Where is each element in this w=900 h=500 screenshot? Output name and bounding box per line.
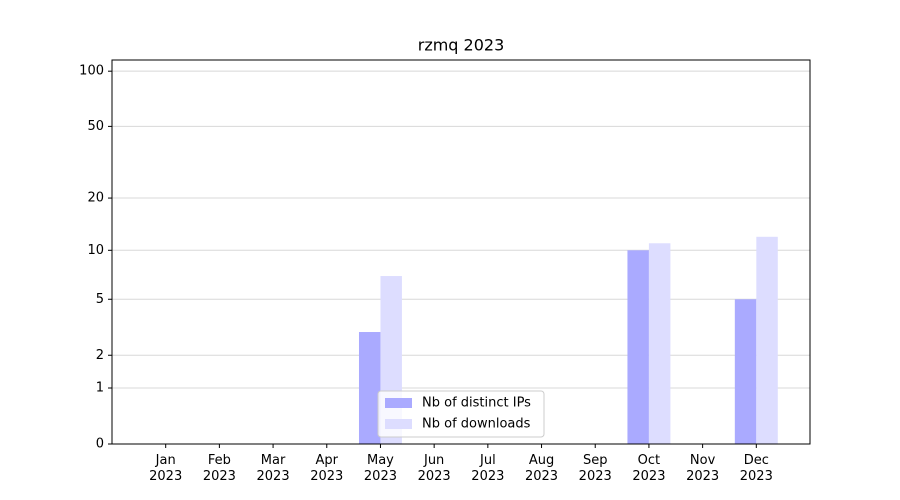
x-tick-label: Nov 2023 [686, 453, 720, 484]
legend-label: Nb of distinct IPs [422, 396, 531, 411]
bar [648, 243, 671, 444]
x-tick-label: May 2023 [363, 453, 397, 484]
bar [756, 236, 778, 444]
x-tick-label: Feb 2023 [202, 453, 236, 484]
x-tick-label: Jan 2023 [149, 453, 183, 484]
bar [358, 332, 381, 444]
y-tick-label: 50 [87, 119, 104, 134]
bar [627, 250, 649, 444]
y-tick-label: 100 [79, 64, 104, 79]
x-tick-label: Dec 2023 [739, 453, 773, 484]
x-tick-label: Jun 2023 [417, 453, 451, 484]
y-tick-label: 2 [96, 348, 104, 363]
y-tick-label: 20 [87, 191, 104, 206]
x-tick-label: Mar 2023 [256, 453, 290, 484]
legend-swatch [385, 419, 412, 429]
y-tick-label: 5 [96, 292, 104, 307]
x-tick-label: Apr 2023 [310, 453, 344, 484]
x-tick-label: Oct 2023 [632, 453, 666, 484]
bar [734, 299, 757, 444]
plot-frame [111, 59, 811, 445]
y-tick-label: 1 [96, 381, 104, 396]
y-tick-label: 10 [87, 243, 104, 258]
y-tick-label: 0 [96, 437, 104, 452]
legend-box [377, 390, 545, 438]
x-tick-label: Aug 2023 [524, 453, 559, 484]
x-tick-label: Jul 2023 [471, 453, 505, 484]
x-tick-label: Sep 2023 [578, 453, 612, 484]
chart-title: rzmq 2023 [418, 36, 505, 55]
grid [112, 70, 810, 445]
legend-swatch [385, 398, 412, 408]
legend-label: Nb of downloads [422, 417, 531, 432]
